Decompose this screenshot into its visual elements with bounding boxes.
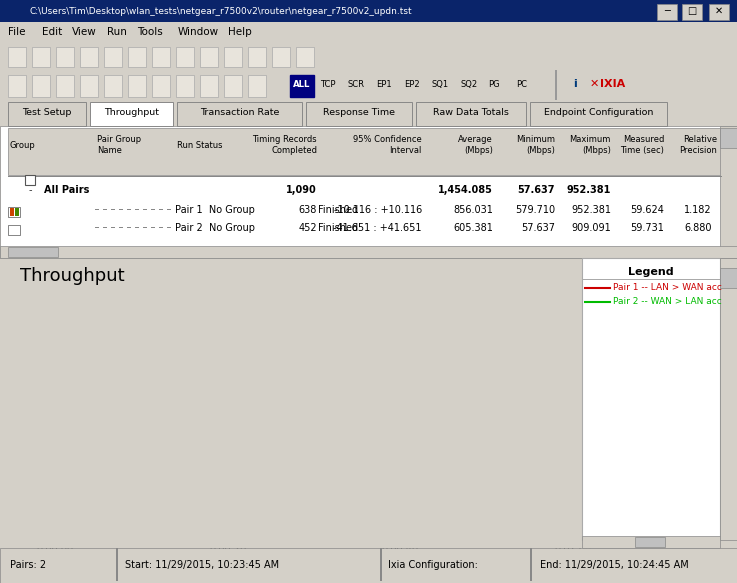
Text: 1,454.085: 1,454.085 xyxy=(438,185,493,195)
Text: Endpoint Configuration: Endpoint Configuration xyxy=(544,108,653,118)
Text: 909.091: 909.091 xyxy=(571,223,611,233)
Text: 1.182: 1.182 xyxy=(685,205,712,215)
Text: End: 11/29/2015, 10:24:45 AM: End: 11/29/2015, 10:24:45 AM xyxy=(540,560,689,570)
Text: 59.731: 59.731 xyxy=(630,223,664,233)
Text: Minimum
(Mbps): Minimum (Mbps) xyxy=(516,135,555,155)
Text: -10.116 : +10.116: -10.116 : +10.116 xyxy=(334,205,422,215)
Text: Finished: Finished xyxy=(318,223,358,233)
Text: Pair 2 -- WAN > LAN acc: Pair 2 -- WAN > LAN acc xyxy=(613,297,722,307)
Text: 952.381: 952.381 xyxy=(567,185,611,195)
Text: 638: 638 xyxy=(298,205,317,215)
Text: 59.624: 59.624 xyxy=(630,205,664,215)
Text: ✕: ✕ xyxy=(590,79,599,89)
Text: Pair 1  No Group: Pair 1 No Group xyxy=(175,205,255,215)
Text: 6.880: 6.880 xyxy=(685,223,712,233)
Text: Throughput: Throughput xyxy=(20,267,125,285)
Y-axis label: Mbps: Mbps xyxy=(3,394,13,423)
Text: Pair 1 -- LAN > WAN acc: Pair 1 -- LAN > WAN acc xyxy=(613,283,722,293)
Text: PG: PG xyxy=(488,79,500,89)
Text: EP2: EP2 xyxy=(404,79,419,89)
Text: IXIA: IXIA xyxy=(600,79,625,89)
Text: ALL: ALL xyxy=(293,79,311,89)
Text: File: File xyxy=(8,27,26,37)
Text: Pairs: 2: Pairs: 2 xyxy=(10,560,46,570)
Text: ─: ─ xyxy=(664,6,670,16)
Text: □: □ xyxy=(688,6,696,16)
Text: All Pairs: All Pairs xyxy=(44,185,89,195)
Text: 856.031: 856.031 xyxy=(453,205,493,215)
Text: 57.637: 57.637 xyxy=(517,185,555,195)
Text: C:\Users\Tim\Desktop\wlan_tests\netgear_r7500v2\router\netgear_r7500v2_updn.tst: C:\Users\Tim\Desktop\wlan_tests\netgear_… xyxy=(30,6,413,16)
Text: 579.710: 579.710 xyxy=(515,205,555,215)
Text: Maximum
(Mbps): Maximum (Mbps) xyxy=(570,135,611,155)
Text: Pair Group
Name: Pair Group Name xyxy=(97,135,141,155)
Text: Ixia Configuration:: Ixia Configuration: xyxy=(388,560,478,570)
Text: 605.381: 605.381 xyxy=(453,223,493,233)
Text: Legend: Legend xyxy=(628,267,674,277)
Text: PC: PC xyxy=(516,79,527,89)
Text: Pair 2  No Group: Pair 2 No Group xyxy=(175,223,255,233)
Text: View: View xyxy=(72,27,97,37)
Text: EP1: EP1 xyxy=(376,79,391,89)
Text: -: - xyxy=(28,185,32,195)
Text: 452: 452 xyxy=(298,223,317,233)
Text: 95% Confidence
Interval: 95% Confidence Interval xyxy=(353,135,422,155)
Text: Tools: Tools xyxy=(137,27,163,37)
Text: 57.637: 57.637 xyxy=(521,223,555,233)
Text: Transaction Rate: Transaction Rate xyxy=(200,108,279,118)
Text: 1,090: 1,090 xyxy=(286,185,317,195)
Text: i: i xyxy=(573,79,577,89)
Text: Help: Help xyxy=(228,27,252,37)
Text: Group: Group xyxy=(10,141,36,149)
Text: Timing Records
Completed: Timing Records Completed xyxy=(252,135,317,155)
Text: Window: Window xyxy=(178,27,219,37)
Text: Test Setup: Test Setup xyxy=(22,108,71,118)
Text: Finished: Finished xyxy=(318,205,358,215)
Text: 952.381: 952.381 xyxy=(571,205,611,215)
Text: Throughput: Throughput xyxy=(104,108,159,118)
Text: Run Status: Run Status xyxy=(177,141,223,149)
Text: Relative
Precision: Relative Precision xyxy=(679,135,717,155)
Text: Raw Data Totals: Raw Data Totals xyxy=(433,108,509,118)
Text: Measured
Time (sec): Measured Time (sec) xyxy=(620,135,664,155)
Text: TCP: TCP xyxy=(320,79,335,89)
Text: Run: Run xyxy=(107,27,127,37)
X-axis label: Elapsed time (h:mm:ss): Elapsed time (h:mm:ss) xyxy=(248,560,380,570)
Text: Start: 11/29/2015, 10:23:45 AM: Start: 11/29/2015, 10:23:45 AM xyxy=(125,560,279,570)
Text: SCR: SCR xyxy=(348,79,365,89)
Text: Response Time: Response Time xyxy=(323,108,395,118)
Text: Edit: Edit xyxy=(42,27,62,37)
Text: Average
(Mbps): Average (Mbps) xyxy=(458,135,493,155)
Text: ✕: ✕ xyxy=(715,6,723,16)
Text: -41.651 : +41.651: -41.651 : +41.651 xyxy=(334,223,422,233)
Text: SQ2: SQ2 xyxy=(460,79,477,89)
Text: SQ1: SQ1 xyxy=(432,79,449,89)
